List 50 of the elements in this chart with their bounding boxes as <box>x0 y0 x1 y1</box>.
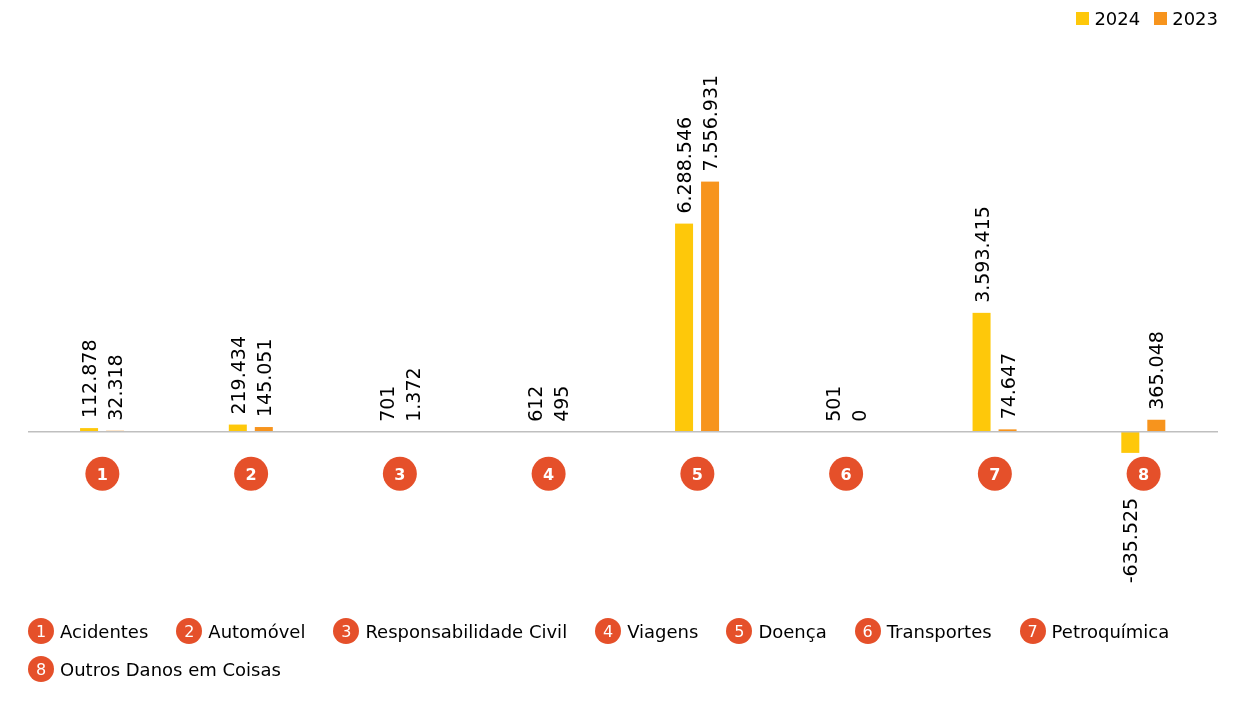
number-badge: 7 <box>1019 618 1046 644</box>
text: Acidentes <box>60 620 149 642</box>
data-label: 701 <box>375 385 398 422</box>
data-label: 6.288.546 <box>673 116 696 214</box>
data-label: 0 <box>847 409 870 422</box>
x-tick-label: 2 <box>245 464 257 484</box>
x-tick-label: 7 <box>989 464 1001 484</box>
text: Viagens <box>627 620 699 642</box>
data-label: 3.593.415 <box>970 206 993 303</box>
text: Outros Danos em Coisas <box>60 658 281 680</box>
text: Responsabilidade Civil <box>365 620 568 642</box>
number-badge: 1 <box>85 456 120 491</box>
number-badge: 4 <box>595 618 622 644</box>
data-label: 7.556.931 <box>699 74 722 172</box>
number-badge: 8 <box>28 656 54 682</box>
data-label: -635.525 <box>1119 497 1142 584</box>
data-label: 32.318 <box>104 354 127 421</box>
number-badge: 6 <box>829 456 864 491</box>
x-tick-label: 3 <box>394 464 406 484</box>
data-label: 145.051 <box>252 338 275 418</box>
number-badge: 8 <box>1126 456 1161 491</box>
data-label: 365.048 <box>1145 331 1168 410</box>
text: Petroquímica <box>1051 620 1170 642</box>
legend-label: 2023 <box>1172 8 1218 29</box>
x-tick-label: 1 <box>96 464 108 484</box>
number-badge: 3 <box>382 456 417 491</box>
number-badge: 5 <box>680 456 715 491</box>
data-label: 219.434 <box>226 335 249 415</box>
data-label: 74.647 <box>996 352 1019 420</box>
x-tick-label: 6 <box>840 464 852 484</box>
text: Automóvel <box>208 620 306 642</box>
text: Transportes <box>886 620 992 642</box>
text: Doença <box>758 620 827 642</box>
number-badge: 4 <box>531 456 566 491</box>
x-tick-label: 4 <box>543 464 555 484</box>
number-badge: 2 <box>234 456 269 491</box>
number-badge: 6 <box>854 618 881 644</box>
data-label: 1.372 <box>401 367 424 422</box>
data-label: 501 <box>821 385 844 422</box>
number-badge: 3 <box>333 618 360 644</box>
data-label: 495 <box>550 385 573 422</box>
number-badge: 2 <box>176 618 203 644</box>
x-tick-label: 8 <box>1138 464 1150 484</box>
legend-label: 2024 <box>1094 8 1141 29</box>
data-label: 112.878 <box>78 339 101 419</box>
x-tick-label: 5 <box>691 464 703 484</box>
data-label: 612 <box>524 385 547 422</box>
number-badge: 7 <box>977 456 1012 491</box>
number-badge: 5 <box>726 618 753 644</box>
number-badge: 1 <box>28 618 54 644</box>
